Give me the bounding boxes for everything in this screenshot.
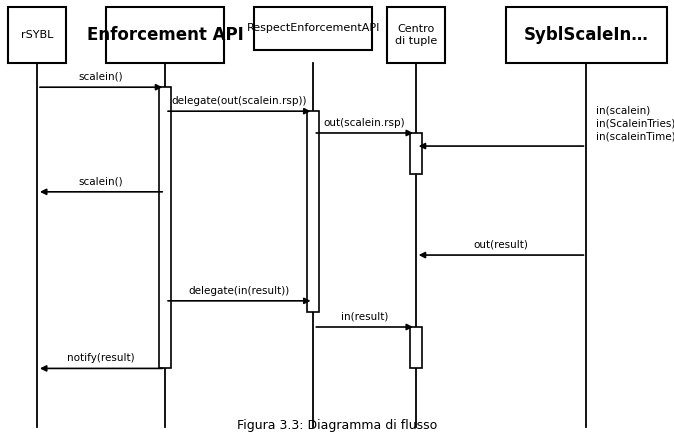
Text: delegate(in(result)): delegate(in(result)) xyxy=(189,286,290,296)
Text: Enforcement API: Enforcement API xyxy=(87,26,243,44)
Bar xyxy=(387,7,445,63)
Text: SyblScaleIn…: SyblScaleIn… xyxy=(524,26,649,44)
Text: Figura 3.3: Diagramma di flusso: Figura 3.3: Diagramma di flusso xyxy=(237,419,437,432)
Text: out(scalein.rsp): out(scalein.rsp) xyxy=(324,118,406,128)
Text: in(result): in(result) xyxy=(341,312,388,322)
Bar xyxy=(410,133,422,174)
Bar xyxy=(307,111,319,312)
Text: RespectEnforcementAPI: RespectEnforcementAPI xyxy=(247,24,380,33)
Text: scalein(): scalein() xyxy=(79,177,123,187)
Bar xyxy=(506,7,667,63)
Bar xyxy=(8,7,66,63)
Bar xyxy=(410,327,422,368)
Bar xyxy=(106,7,224,63)
Text: Centro
di tuple: Centro di tuple xyxy=(395,24,437,46)
Text: scalein(): scalein() xyxy=(79,72,123,82)
Text: delegate(out(scalein.rsp)): delegate(out(scalein.rsp)) xyxy=(171,96,307,106)
Text: in(scalein)
in(ScaleinTries)
in(scaleinTime): in(scalein) in(ScaleinTries) in(scaleinT… xyxy=(596,106,674,142)
Text: out(result): out(result) xyxy=(474,240,528,250)
Text: notify(result): notify(result) xyxy=(67,353,135,363)
Text: rSYBL: rSYBL xyxy=(21,30,53,40)
Bar xyxy=(255,7,372,50)
Bar xyxy=(159,87,171,368)
